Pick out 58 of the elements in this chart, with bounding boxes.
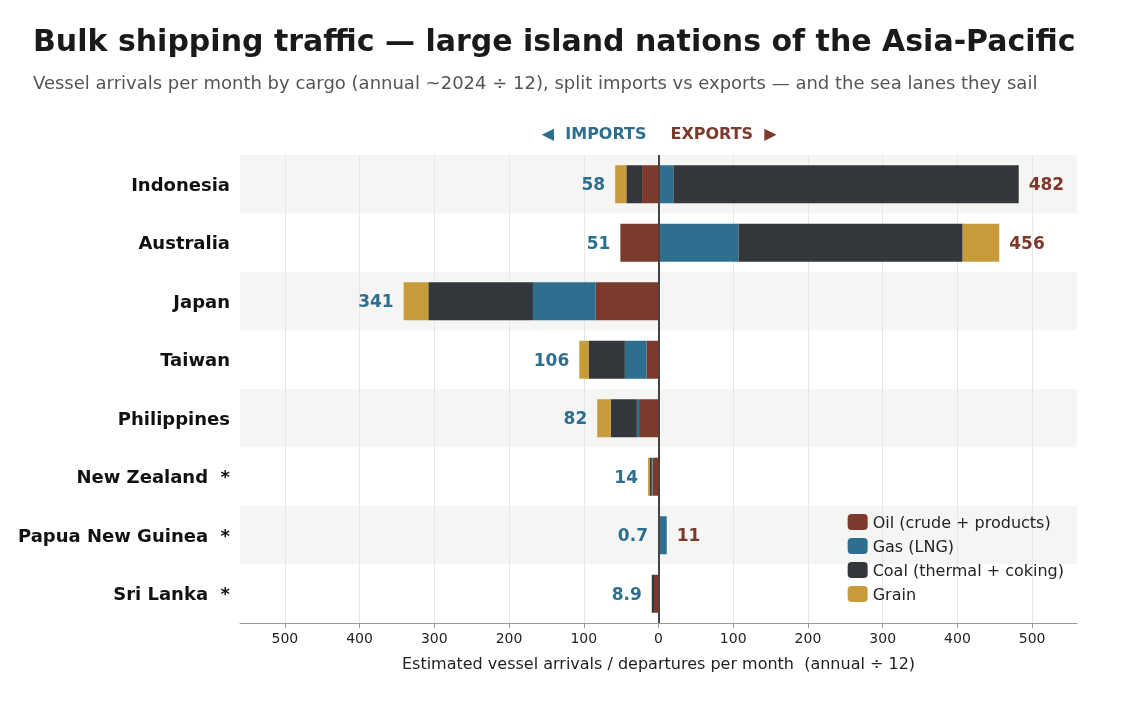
x-tick-label: 300 bbox=[420, 630, 448, 646]
bar bbox=[595, 282, 659, 321]
bar bbox=[610, 399, 637, 438]
text: 456 bbox=[1009, 232, 1045, 253]
x-tick-label: 0 bbox=[654, 630, 663, 646]
y-tick-label: Sri Lanka * bbox=[113, 583, 231, 605]
bar bbox=[642, 165, 659, 204]
bar bbox=[579, 340, 589, 379]
text: 8.9 bbox=[611, 583, 642, 604]
x-tick-label: 200 bbox=[495, 630, 523, 646]
x-tick-label: 400 bbox=[944, 630, 971, 646]
x-tick-label: 500 bbox=[1018, 630, 1046, 646]
text: 11 bbox=[676, 525, 701, 546]
text: 0.7 bbox=[617, 525, 648, 546]
y-tick-label: New Zealand * bbox=[76, 466, 231, 488]
bar bbox=[962, 223, 1000, 262]
bar bbox=[624, 340, 647, 379]
x-tick-label: 100 bbox=[719, 630, 747, 646]
bar bbox=[646, 340, 659, 379]
x-tick-label: 200 bbox=[794, 630, 822, 646]
y-tick-label: Papua New Guinea * bbox=[17, 524, 231, 546]
text: 58 bbox=[581, 174, 606, 195]
y-tick-label: Taiwan bbox=[160, 349, 230, 371]
x-tick-label: 400 bbox=[346, 630, 373, 646]
legend-label: Coal (thermal + coking) bbox=[872, 560, 1064, 580]
text: ◀ IMPORTS bbox=[541, 123, 647, 143]
bar bbox=[532, 282, 596, 321]
y-tick-label: Indonesia bbox=[131, 173, 230, 195]
legend-label: Gas (LNG) bbox=[872, 536, 955, 556]
x-tick-label: 300 bbox=[869, 630, 897, 646]
text: 82 bbox=[563, 408, 588, 429]
text: 106 bbox=[533, 349, 570, 370]
text: 341 bbox=[358, 291, 394, 312]
text: 51 bbox=[586, 232, 611, 253]
chart-title: Bulk shipping traffic — large island nations of the Asia-Pacific bbox=[33, 22, 1076, 58]
legend-label: Grain bbox=[872, 584, 917, 604]
text: 14 bbox=[614, 466, 639, 487]
bar bbox=[597, 399, 611, 438]
legend-label: Oil (crude + products) bbox=[872, 512, 1051, 532]
y-tick-label: Australia bbox=[138, 232, 230, 254]
x-axis-title: Estimated vessel arrivals / departures per month (annual ÷ 12) bbox=[401, 653, 916, 673]
bar bbox=[428, 282, 533, 321]
bar bbox=[615, 165, 627, 204]
bar bbox=[639, 399, 659, 438]
bar bbox=[626, 165, 643, 204]
bar bbox=[589, 340, 625, 379]
x-tick-label: 100 bbox=[570, 630, 598, 646]
bar bbox=[673, 165, 1019, 204]
bar bbox=[403, 282, 429, 321]
chart-subtitle: Vessel arrivals per month by cargo (annual ~2024 ÷ 12), split imports vs exports — and the sea lanes they sail bbox=[33, 71, 1038, 93]
bar bbox=[620, 223, 659, 262]
text: EXPORTS ▶ bbox=[670, 123, 778, 143]
x-tick-label: 500 bbox=[271, 630, 299, 646]
bar bbox=[738, 223, 963, 262]
text: 482 bbox=[1028, 174, 1065, 195]
y-tick-label: Philippines bbox=[117, 407, 230, 429]
y-tick-label: Japan bbox=[171, 290, 230, 312]
bar bbox=[658, 223, 739, 262]
